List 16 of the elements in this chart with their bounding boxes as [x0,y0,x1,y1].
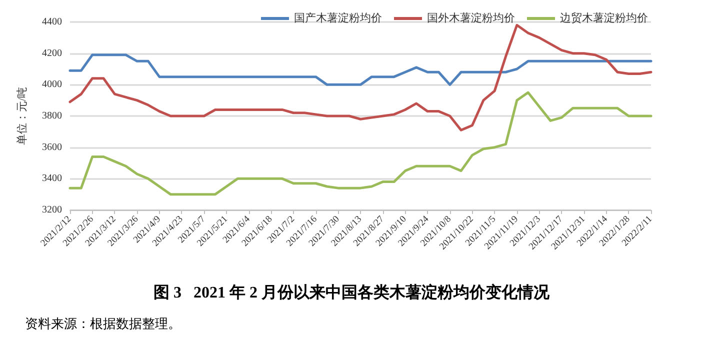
line-series [68,54,652,86]
text: 图 3 2021 年 2 月份以来中国各类木薯淀粉均价变化情况 [154,284,550,302]
y-axis-title: 单位：元/吨 [16,86,28,146]
y-tick-label: 3200 [42,204,62,216]
y-tick-label: 3400 [42,173,62,184]
legend-label: 边贸木薯淀粉均价 [560,12,648,24]
y-tick-label: 3800 [42,110,62,122]
text: 资料来源：根据数据整理。 [25,316,181,331]
legend-label: 国外木薯淀粉均价 [427,12,515,24]
y-tick-label: 4000 [42,79,62,90]
line-series [68,91,652,196]
legend-label: 国产木薯淀粉均价 [294,12,382,24]
y-tick-label: 4400 [42,16,62,28]
y-tick-label: 4200 [42,48,62,59]
line-series [68,24,652,132]
y-tick-label: 3600 [42,142,62,153]
